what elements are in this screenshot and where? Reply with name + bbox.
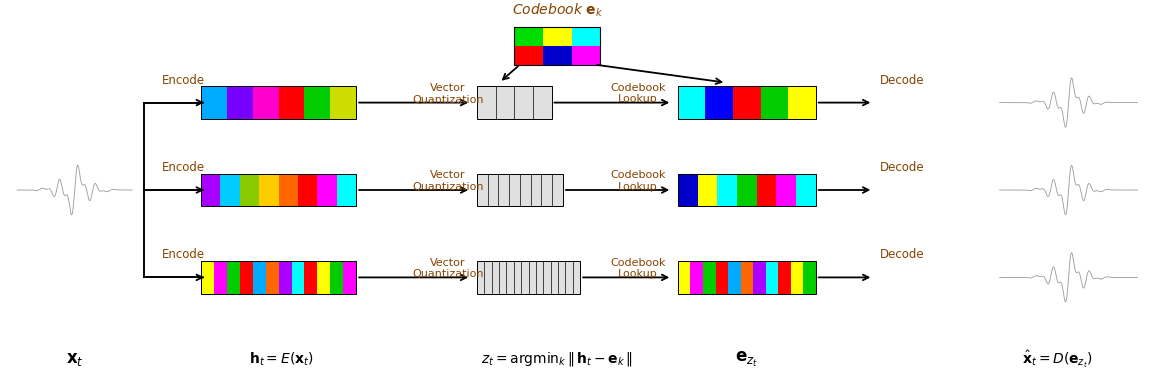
- Bar: [337, 174, 356, 206]
- Bar: [788, 87, 816, 119]
- Text: Encode: Encode: [162, 74, 206, 87]
- Text: Vector: Vector: [431, 258, 465, 268]
- Bar: [515, 46, 543, 65]
- Text: Decode: Decode: [880, 161, 924, 174]
- Text: $\mathbf{x}_t$: $\mathbf{x}_t$: [65, 350, 84, 368]
- Bar: [304, 87, 331, 119]
- Bar: [765, 261, 778, 293]
- Bar: [796, 174, 816, 206]
- Text: Lookup: Lookup: [618, 95, 657, 105]
- Bar: [705, 87, 733, 119]
- Text: Vector: Vector: [431, 83, 465, 93]
- Bar: [265, 261, 279, 293]
- Bar: [515, 27, 600, 65]
- Bar: [201, 261, 356, 293]
- Text: Vector: Vector: [431, 171, 465, 180]
- Text: Lookup: Lookup: [618, 269, 657, 279]
- Text: Codebook $\mathbf{e}_k$: Codebook $\mathbf{e}_k$: [511, 2, 603, 19]
- Text: $\mathbf{h}_t = E(\mathbf{x}_t)$: $\mathbf{h}_t = E(\mathbf{x}_t)$: [249, 350, 314, 368]
- Bar: [201, 87, 356, 119]
- Bar: [304, 261, 317, 293]
- Bar: [777, 174, 796, 206]
- Bar: [477, 87, 552, 119]
- Bar: [791, 261, 803, 293]
- Bar: [741, 261, 753, 293]
- Bar: [240, 261, 253, 293]
- Bar: [201, 174, 356, 206]
- Bar: [703, 261, 716, 293]
- Bar: [678, 261, 691, 293]
- Bar: [697, 174, 717, 206]
- Text: Quantization: Quantization: [412, 95, 484, 105]
- Bar: [331, 261, 344, 293]
- Bar: [344, 261, 356, 293]
- Text: Quantization: Quantization: [412, 182, 484, 192]
- Bar: [260, 174, 278, 206]
- Text: Codebook: Codebook: [610, 171, 665, 180]
- Bar: [753, 261, 765, 293]
- Bar: [477, 261, 580, 293]
- Bar: [278, 261, 292, 293]
- Bar: [803, 261, 816, 293]
- Text: $\hat{\mathbf{x}}_t = D(\mathbf{e}_{z_t})$: $\hat{\mathbf{x}}_t = D(\mathbf{e}_{z_t}…: [1021, 348, 1093, 370]
- Text: $\mathbf{e}_{z_t}$: $\mathbf{e}_{z_t}$: [735, 350, 758, 369]
- Bar: [761, 87, 788, 119]
- Bar: [278, 174, 298, 206]
- Bar: [317, 174, 337, 206]
- Text: $z_t = \mathrm{argmin}_k \, \| \, \mathbf{h}_t - \mathbf{e}_k \, \|$: $z_t = \mathrm{argmin}_k \, \| \, \mathb…: [481, 350, 633, 368]
- Bar: [278, 87, 304, 119]
- Bar: [201, 87, 226, 119]
- Bar: [543, 27, 572, 46]
- Bar: [543, 46, 572, 65]
- Bar: [717, 174, 737, 206]
- Bar: [716, 261, 728, 293]
- Bar: [728, 261, 741, 293]
- Text: Codebook: Codebook: [610, 258, 665, 268]
- Bar: [253, 87, 278, 119]
- Bar: [226, 87, 253, 119]
- Bar: [678, 174, 697, 206]
- Text: Encode: Encode: [162, 161, 206, 174]
- Bar: [737, 174, 757, 206]
- Bar: [317, 261, 331, 293]
- Bar: [678, 87, 816, 119]
- Bar: [515, 27, 543, 46]
- Bar: [292, 261, 304, 293]
- Bar: [201, 174, 221, 206]
- Bar: [778, 261, 791, 293]
- Bar: [240, 174, 260, 206]
- Bar: [298, 174, 317, 206]
- Text: Lookup: Lookup: [618, 182, 657, 192]
- Bar: [226, 261, 240, 293]
- Bar: [331, 87, 356, 119]
- Bar: [201, 261, 214, 293]
- Text: Encode: Encode: [162, 249, 206, 261]
- Bar: [678, 87, 705, 119]
- Bar: [678, 174, 816, 206]
- Bar: [678, 261, 816, 293]
- Bar: [253, 261, 265, 293]
- Text: Quantization: Quantization: [412, 269, 484, 279]
- Text: Decode: Decode: [880, 74, 924, 87]
- Bar: [757, 174, 777, 206]
- Bar: [477, 174, 563, 206]
- Bar: [214, 261, 228, 293]
- Bar: [571, 27, 600, 46]
- Bar: [571, 46, 600, 65]
- Bar: [221, 174, 240, 206]
- Text: Decode: Decode: [880, 249, 924, 261]
- Bar: [733, 87, 761, 119]
- Bar: [691, 261, 703, 293]
- Text: Codebook: Codebook: [610, 83, 665, 93]
